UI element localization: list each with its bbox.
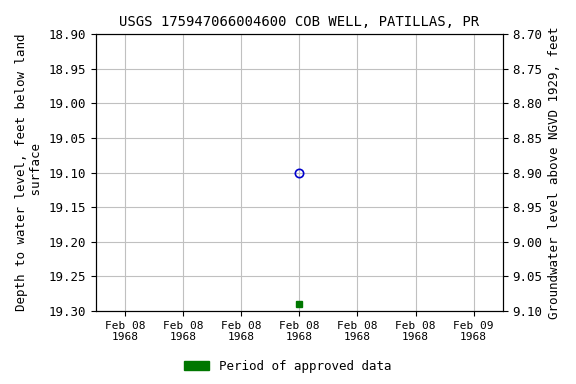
- Legend: Period of approved data: Period of approved data: [179, 355, 397, 378]
- Title: USGS 175947066004600 COB WELL, PATILLAS, PR: USGS 175947066004600 COB WELL, PATILLAS,…: [119, 15, 479, 29]
- Y-axis label: Groundwater level above NGVD 1929, feet: Groundwater level above NGVD 1929, feet: [548, 26, 561, 319]
- Y-axis label: Depth to water level, feet below land
 surface: Depth to water level, feet below land su…: [15, 34, 43, 311]
